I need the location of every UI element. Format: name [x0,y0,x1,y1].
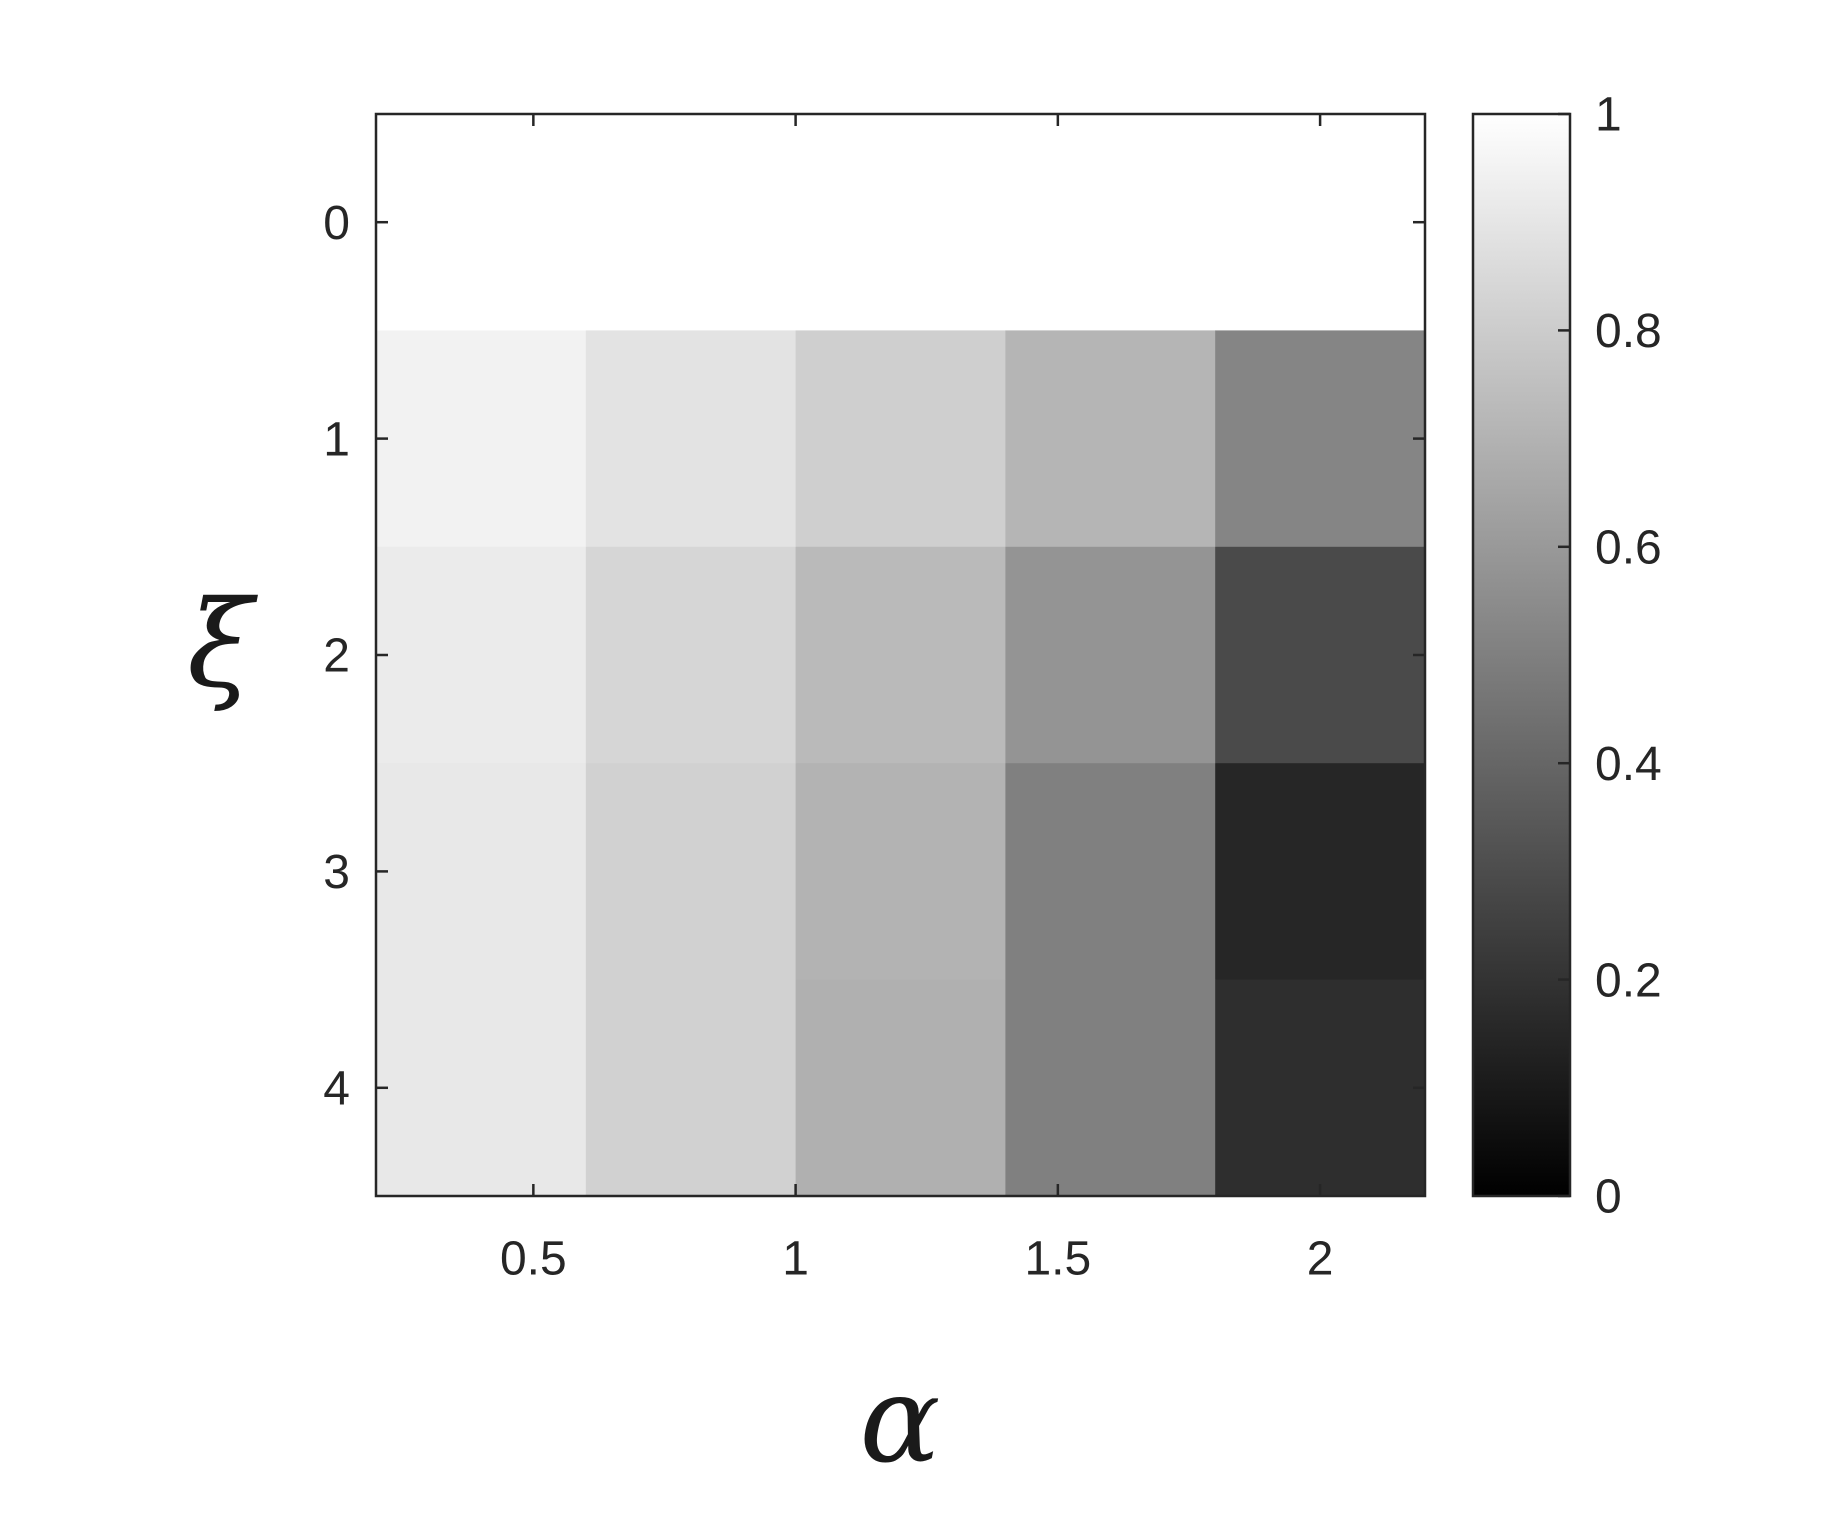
y-tick-label: 3 [323,846,350,899]
x-tick-label: 1 [782,1233,809,1286]
heat-cell [1005,546,1216,764]
heat-cell [795,330,1006,548]
heat-cell [585,979,797,1197]
heat-cell [1215,546,1426,764]
colorbar-tick-label: 0.4 [1595,738,1662,791]
heat-cell [585,763,797,981]
heat-cell [376,763,587,981]
y-tick-label: 0 [323,197,350,250]
heat-cell [1215,330,1426,548]
y-tick-label: 1 [323,413,350,466]
heat-cell [585,114,797,331]
heat-cell [1005,763,1216,981]
colorbar-tick-label: 0.2 [1595,954,1662,1007]
heat-cell [1005,114,1216,331]
heat-cell [1215,763,1426,981]
colorbar-tick-label: 0.8 [1595,305,1662,358]
heat-cell [1005,330,1216,548]
heat-cell [376,330,587,548]
colorbar-tick-label: 0 [1595,1171,1622,1224]
heat-cell [795,979,1006,1197]
heat-cell [376,114,587,331]
colorbar [1471,112,1572,1198]
heat-cell [1215,114,1426,331]
heat-cell [795,546,1006,764]
x-tick-label: 1.5 [1024,1233,1091,1286]
colorbar-tick-label: 0.6 [1595,521,1662,574]
heat-cell [585,546,797,764]
heat-cell [795,114,1006,331]
heat-cell [1005,979,1216,1197]
heat-cell [1215,979,1426,1197]
heat-cell [795,763,1006,981]
y-axis-label: ξ [187,576,258,715]
x-axis-label: α [859,1351,940,1490]
heat-cell [376,546,587,764]
heat-cell [376,979,587,1197]
colorbar-tick-label: 1 [1595,89,1622,142]
y-tick-label: 2 [323,630,350,683]
x-tick-label: 2 [1307,1233,1334,1286]
x-tick-label: 0.5 [500,1233,567,1286]
heat-cell [585,330,797,548]
heatmap-cells [376,114,1426,1197]
y-tick-label: 4 [323,1062,350,1115]
